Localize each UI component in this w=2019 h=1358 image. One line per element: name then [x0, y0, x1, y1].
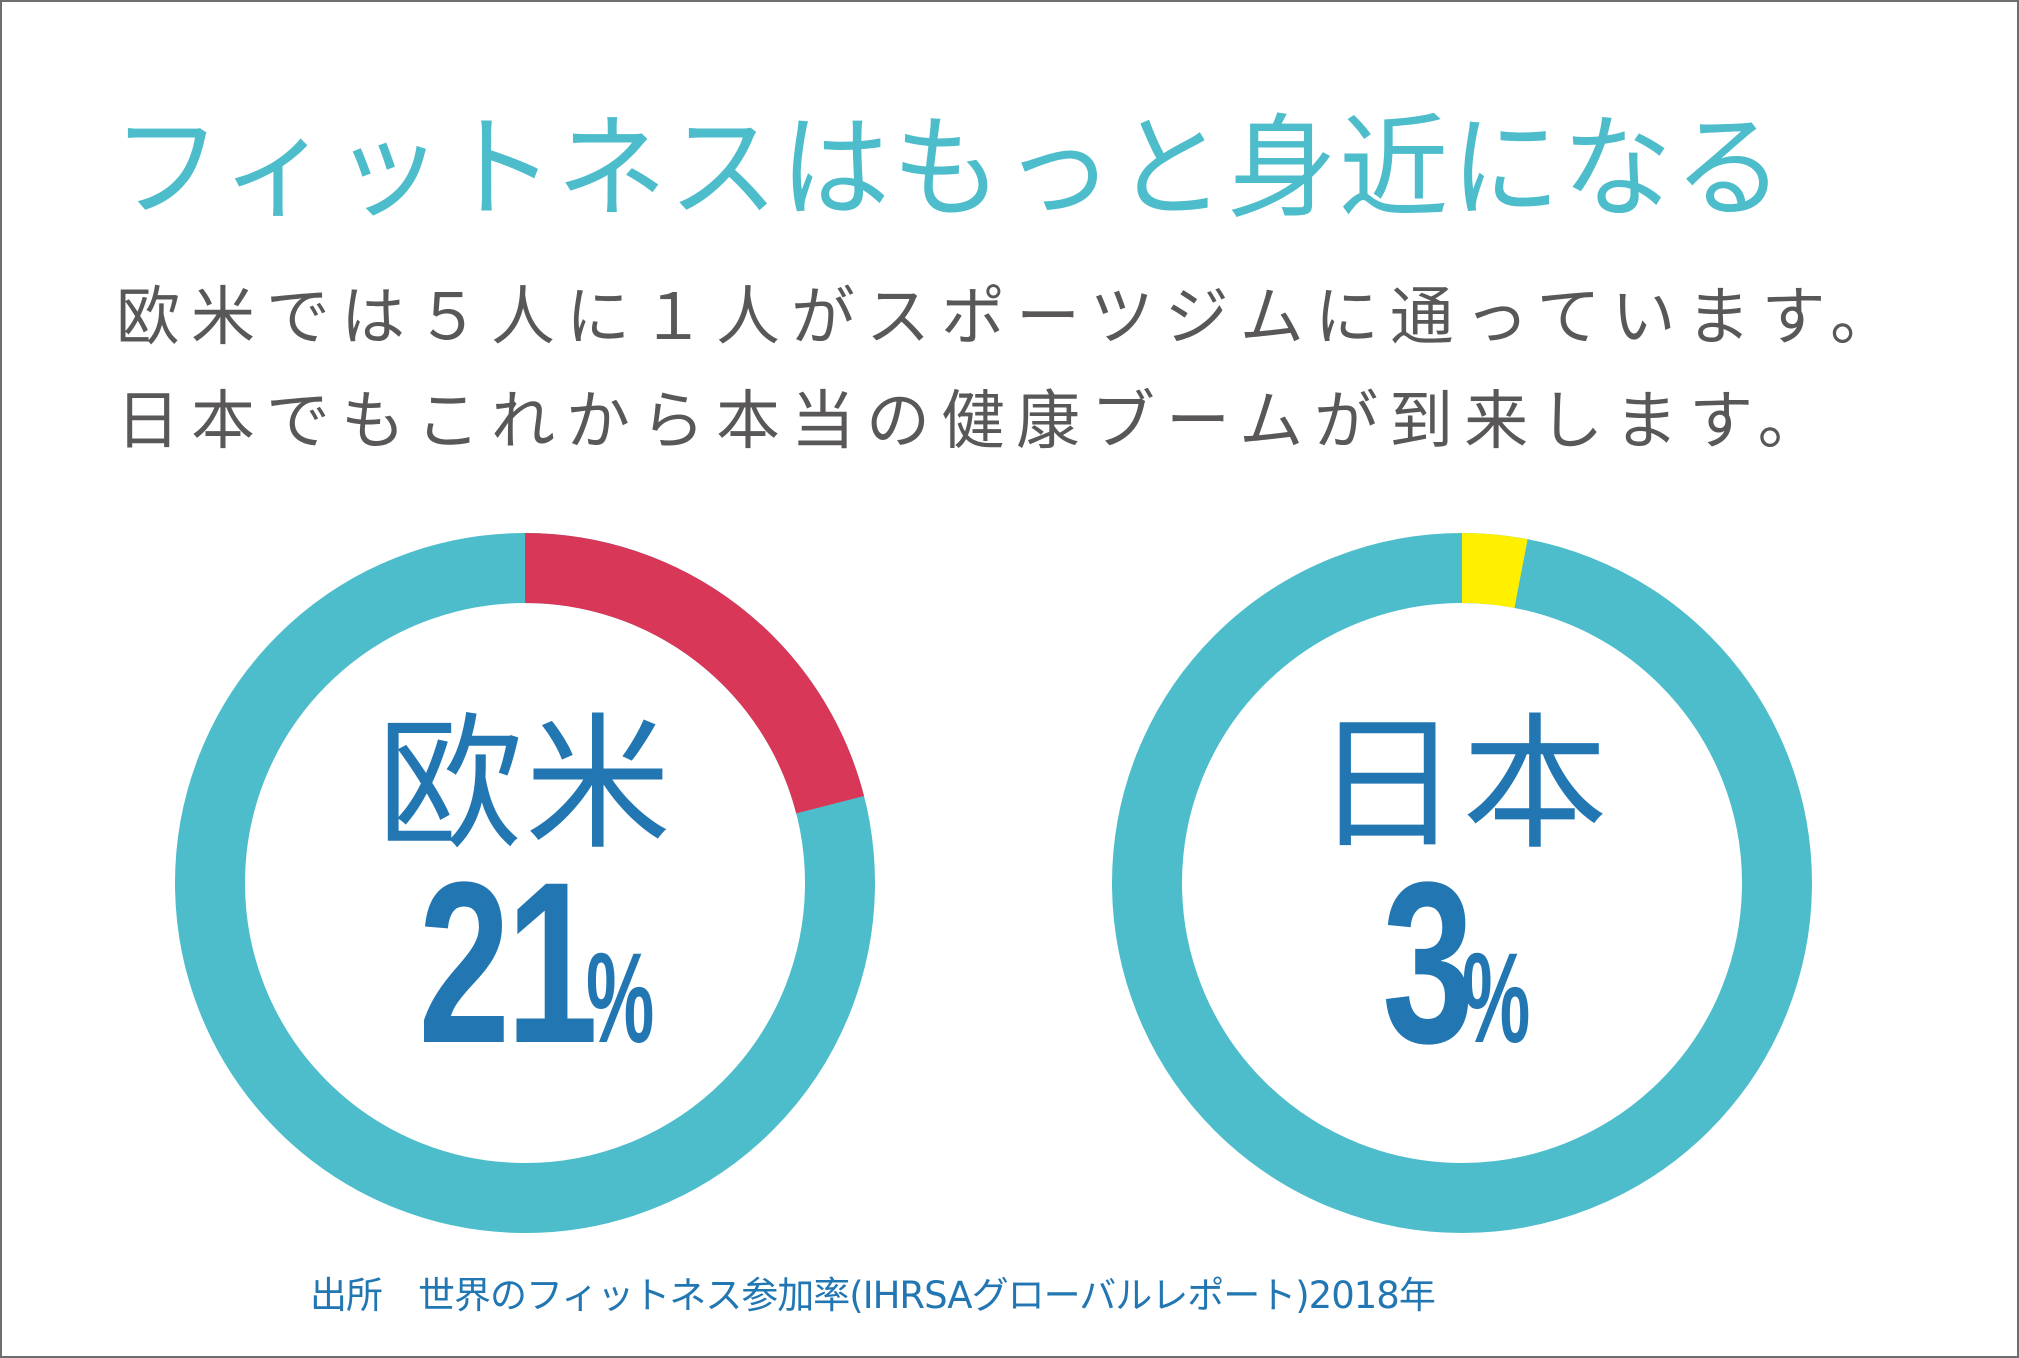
percentage-number: 21 — [418, 834, 598, 1091]
percentage-sign: % — [586, 927, 655, 1070]
ring-highlight-segment — [175, 533, 875, 1233]
percentage-value: 21% — [175, 834, 875, 1091]
percentage-sign: % — [1462, 927, 1531, 1070]
donut-ring-europe — [175, 533, 875, 1233]
page-title: フィットネスはもっと身近になる — [112, 104, 1786, 234]
subtitle-line-2: 日本でもこれから本当の健康ブームが到来します。 — [116, 385, 1833, 459]
donut-chart-europe: 欧米 21% — [175, 533, 875, 1233]
percentage-number: 3 — [1382, 834, 1474, 1091]
region-label: 欧米 — [377, 700, 673, 870]
donut-ring-japan — [1112, 533, 1812, 1233]
source-citation: 出所 世界のフィットネス参加率(IHRSAグローバルレポート)2018年 — [310, 1274, 1436, 1317]
percentage-value: 3% — [1112, 834, 1812, 1091]
region-label: 日本 — [1314, 700, 1610, 870]
subtitle-line-1: 欧米では５人に１人がスポーツジムに通っています。 — [116, 281, 1906, 355]
donut-chart-japan: 日本 3% — [1112, 533, 1812, 1233]
ring-highlight-segment — [1112, 533, 1812, 1233]
